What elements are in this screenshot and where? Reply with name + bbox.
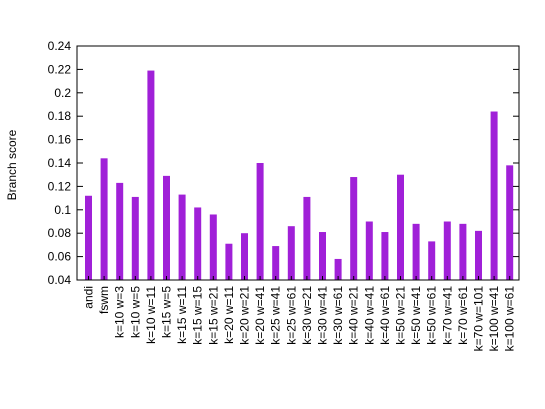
x-tick-label: k=30 w=41	[316, 286, 330, 345]
bar	[147, 70, 155, 280]
x-tick-label: k=20 w=11	[222, 286, 236, 344]
bar	[100, 158, 108, 280]
x-tick-label: k=70 w=41	[440, 286, 454, 345]
y-tick-label: 0.12	[48, 179, 72, 193]
bar	[163, 175, 170, 280]
x-tick-label: k=15 w=11	[175, 286, 189, 344]
x-tick-label: k=50 w=21	[394, 286, 408, 345]
bar	[85, 195, 92, 280]
x-tick-label: k=40 w=61	[378, 286, 392, 345]
x-tick-label: k=50 w=41	[409, 286, 423, 345]
bar	[303, 196, 311, 280]
bar	[397, 174, 404, 280]
bar	[334, 258, 342, 280]
y-tick-label: 0.06	[48, 250, 72, 264]
bar	[319, 232, 326, 280]
bar	[350, 177, 358, 280]
bar	[459, 223, 467, 280]
y-axis-title: Branch score	[5, 129, 19, 200]
bar	[475, 230, 482, 280]
y-tick-label: 0.14	[48, 156, 72, 170]
y-tick-label: 0.22	[48, 62, 72, 76]
bar	[365, 221, 373, 280]
bar	[490, 111, 498, 281]
x-tick-label: k=15 w=5	[160, 286, 174, 338]
bar	[443, 221, 451, 280]
x-tick-label: k=20 w=21	[238, 286, 252, 345]
x-tick-label: k=40 w=41	[362, 286, 376, 345]
y-tick-label: 0.18	[48, 109, 72, 123]
x-tick-label: fswm	[97, 286, 111, 314]
x-tick-label: k=30 w=61	[331, 286, 345, 345]
x-tick-label: k=70 w=101	[472, 286, 486, 352]
x-tick-label: k=30 w=21	[300, 286, 314, 345]
bar	[209, 214, 217, 280]
bar	[428, 241, 436, 280]
bar	[116, 182, 124, 280]
x-tick-label: k=100 w=61	[503, 286, 517, 352]
x-tick-label: k=10 w=3	[113, 286, 127, 338]
x-tick-label: k=25 w=41	[269, 286, 283, 345]
x-tick-label: k=100 w=41	[487, 286, 501, 352]
x-tick-label: k=10 w=11	[144, 286, 158, 344]
x-tick-label: k=70 w=61	[456, 286, 470, 345]
bar	[381, 232, 389, 280]
bar	[225, 243, 233, 280]
y-tick-label: 0.04	[48, 273, 72, 287]
y-tick-label: 0.24	[48, 39, 72, 53]
bar	[241, 233, 248, 280]
bar	[272, 246, 280, 280]
bar	[506, 165, 514, 280]
bar	[256, 163, 264, 280]
x-tick-label: andi	[82, 286, 96, 309]
y-tick-label: 0.08	[48, 226, 72, 240]
y-tick-label: 0.16	[48, 133, 72, 147]
bar	[287, 226, 295, 280]
x-tick-label: k=20 w=41	[253, 286, 267, 345]
bar	[412, 223, 420, 280]
bar	[194, 207, 202, 280]
bar	[131, 196, 139, 280]
y-tick-label: 0.1	[54, 203, 71, 217]
x-tick-label: k=15 w=15	[191, 286, 205, 345]
x-tick-label: k=40 w=21	[347, 286, 361, 345]
plot-frame	[76, 45, 520, 281]
x-tick-label: k=50 w=61	[425, 286, 439, 345]
x-tick-label: k=15 w=21	[206, 286, 220, 345]
bar	[178, 194, 186, 280]
x-tick-label: k=10 w=5	[128, 286, 142, 338]
x-tick-label: k=25 w=61	[284, 286, 298, 345]
y-tick-label: 0.2	[54, 86, 71, 100]
